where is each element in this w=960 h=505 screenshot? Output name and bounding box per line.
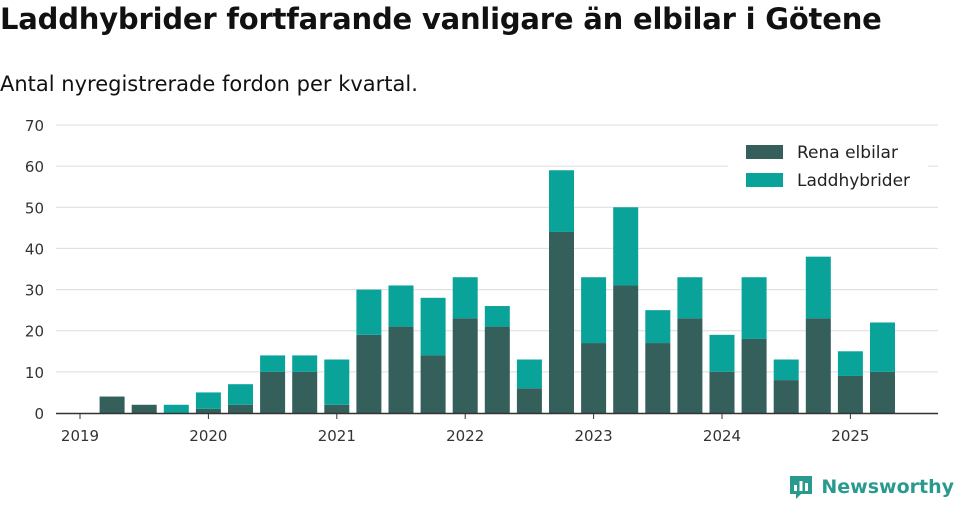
y-tick-label: 20 [25,323,44,341]
bar-rena-elbilar [99,396,125,413]
bar-laddhybrider [549,170,574,232]
legend-label: Rena elbilar [797,143,898,163]
bar-laddhybrider [292,355,318,372]
stacked-bar-chart: 0 10 20 30 40 50 60 70 2019 2020 2021 2022 2023 2024… [25,117,938,445]
bar-rena-elbilar [549,231,574,413]
y-axis-ticks: 0 10 20 30 40 50 60 70 [25,117,44,423]
bar-rena-elbilar [292,371,318,413]
y-tick-label: 30 [25,282,44,300]
bar-laddhybrider [581,277,607,344]
bar-laddhybrider [356,289,382,335]
x-tick-label: 2020 [189,427,227,445]
bars [99,170,895,413]
bar-laddhybrider [516,359,542,389]
chart-subtitle: Antal nyregistrerade fordon per kvartal. [0,72,418,96]
x-tick-label: 2025 [831,427,869,445]
bar-laddhybrider [837,351,863,376]
legend-swatch [746,173,783,187]
x-tick-label: 2022 [446,427,484,445]
bar-rena-elbilar [805,318,831,413]
y-tick-label: 10 [25,364,44,382]
bar-laddhybrider [805,256,831,319]
y-tick-label: 60 [25,158,44,176]
bar-laddhybrider [870,322,895,372]
brand-logo: Newsworthy [787,473,954,501]
bar-rena-elbilar [613,285,639,413]
gridlines [56,124,938,373]
bar-rena-elbilar [516,388,542,413]
newsworthy-logo-icon [790,476,813,499]
legend-label: Laddhybrider [797,171,910,191]
bar-rena-elbilar [452,318,478,413]
legend-swatch [746,145,783,159]
bar-laddhybrider [645,310,671,344]
bar-rena-elbilar [773,380,799,413]
bar-laddhybrider [741,277,767,339]
bar-laddhybrider [452,277,478,319]
bar-laddhybrider [773,359,799,381]
bar-rena-elbilar [420,355,446,413]
legend: Rena elbilar Laddhybrider [728,135,928,205]
bar-rena-elbilar [677,318,703,413]
bar-laddhybrider [613,207,639,286]
bar-rena-elbilar [228,404,253,413]
y-tick-label: 40 [25,240,44,258]
bar-laddhybrider [484,306,510,327]
bar-rena-elbilar [581,343,607,413]
bar-rena-elbilar [388,326,414,413]
bar-laddhybrider [163,404,189,413]
y-tick-label: 0 [34,405,44,423]
bar-rena-elbilar [131,404,157,413]
bar-laddhybrider [228,384,253,405]
y-tick-label: 70 [25,117,44,135]
bar-rena-elbilar [195,408,221,413]
bar-rena-elbilar [741,338,767,413]
bar-laddhybrider [260,355,286,372]
x-axis: 2019 2020 2021 2022 2023 2024 2025 [56,412,938,445]
x-tick-label: 2021 [318,427,356,445]
bar-rena-elbilar [870,371,895,413]
x-tick-label: 2024 [703,427,741,445]
chart-title: Laddhybrider fortfarande vanligare än el… [0,2,882,36]
bar-rena-elbilar [324,404,350,413]
y-tick-label: 50 [25,199,44,217]
bar-rena-elbilar [645,343,671,413]
bar-rena-elbilar [709,371,735,413]
bar-laddhybrider [677,277,703,319]
bar-laddhybrider [709,334,735,372]
bar-rena-elbilar [484,326,510,413]
bar-laddhybrider [420,297,446,356]
bar-laddhybrider [324,359,350,405]
x-tick-label: 2023 [575,427,613,445]
bar-laddhybrider [388,285,414,327]
brand-name: Newsworthy [821,476,954,498]
x-tick-label: 2019 [61,427,99,445]
bar-rena-elbilar [837,375,863,413]
bar-rena-elbilar [356,334,382,413]
bar-laddhybrider [195,392,221,409]
bar-rena-elbilar [260,371,286,413]
